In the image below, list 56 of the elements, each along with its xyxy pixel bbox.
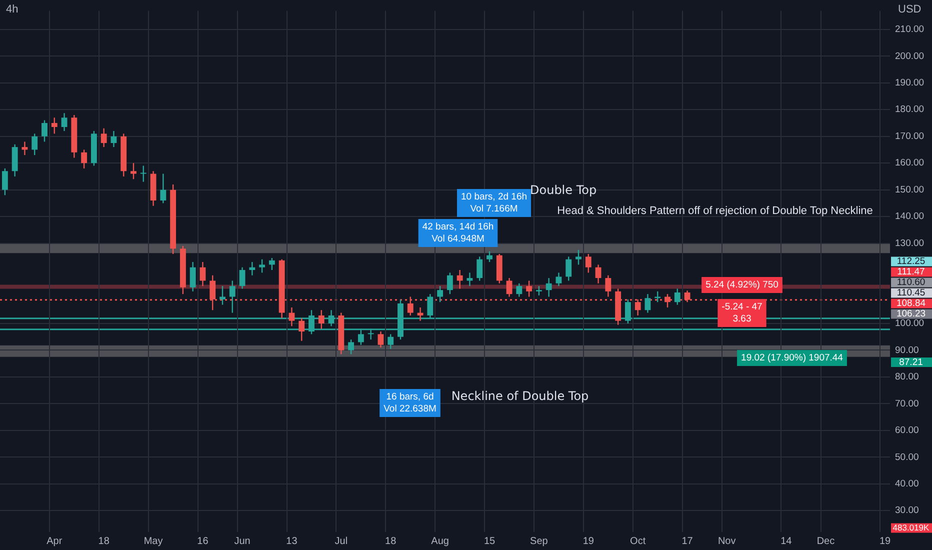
annotation: 16 bars, 6d Vol 22.638M bbox=[384, 392, 436, 415]
y-tick-label: 30.00 bbox=[895, 505, 919, 516]
candlestick bbox=[249, 262, 256, 276]
y-tick-label: 60.00 bbox=[895, 425, 919, 436]
x-tick-label: Dec bbox=[816, 536, 835, 547]
text: 110.60 bbox=[896, 277, 926, 288]
annotation: 5.24 (4.92%) 750 bbox=[706, 280, 778, 291]
y-tick-label: 140.00 bbox=[895, 211, 924, 222]
text: 483.019K bbox=[892, 522, 930, 532]
y-axis-title: USD bbox=[898, 4, 922, 16]
x-tick-label: Jun bbox=[234, 536, 250, 547]
annotation: 19.02 (17.90%) 1907.44 bbox=[741, 352, 843, 364]
x-tick-label: Aug bbox=[431, 536, 449, 547]
y-tick-label: 160.00 bbox=[895, 158, 924, 169]
x-tick-label: 19 bbox=[879, 536, 892, 547]
annotation: 42 bars, 14d 16h Vol 64.948M bbox=[422, 222, 494, 245]
x-tick-label: 17 bbox=[682, 536, 694, 547]
x-tick-label: 19 bbox=[582, 536, 594, 547]
y-tick-label: 100.00 bbox=[895, 318, 924, 330]
annotation: Head & Shoulders Pattern off of rejection of Double Top Neckline bbox=[557, 205, 873, 218]
candlestick bbox=[456, 270, 463, 289]
y-tick-label: 190.00 bbox=[895, 78, 924, 89]
y-tick-label: 80.00 bbox=[895, 372, 919, 383]
text: 106.23 bbox=[896, 308, 926, 320]
y-tick-label: 150.00 bbox=[895, 184, 924, 196]
x-tick-label: 13 bbox=[286, 536, 298, 547]
x-tick-label: 18 bbox=[98, 536, 110, 547]
text: 110.45 bbox=[896, 288, 926, 299]
x-tick-label: 16 bbox=[197, 536, 209, 547]
x-tick-label: Sep bbox=[530, 536, 548, 547]
text: 87.21 bbox=[899, 356, 923, 368]
x-tick-label: Oct bbox=[630, 536, 646, 547]
annotation: Double Top bbox=[530, 183, 597, 198]
y-tick-label: 90.00 bbox=[895, 344, 919, 356]
annotation: 10 bars, 2d 16h Vol 7.166M bbox=[460, 192, 528, 215]
y-tick-label: 170.00 bbox=[895, 130, 924, 142]
text: 111.47 bbox=[897, 266, 925, 278]
x-tick-label: 15 bbox=[484, 536, 496, 547]
annotation: Neckline of Double Top bbox=[451, 389, 589, 404]
text: 112.25 bbox=[896, 256, 926, 268]
x-tick-label: Apr bbox=[46, 536, 63, 547]
y-tick-label: 210.00 bbox=[895, 24, 924, 36]
x-tick-label: Nov bbox=[718, 536, 736, 547]
y-tick-label: 200.00 bbox=[895, 50, 924, 62]
y-tick-label: 70.00 bbox=[895, 398, 919, 410]
chart-title: 4h bbox=[6, 4, 18, 16]
x-tick-label: Jul bbox=[334, 536, 348, 547]
y-tick-label: 50.00 bbox=[895, 452, 919, 463]
y-tick-label: 130.00 bbox=[895, 238, 924, 249]
x-tick-label: May bbox=[144, 536, 163, 547]
annotation: -5.24 - 47 3.63 bbox=[722, 302, 762, 325]
text: 108.84 bbox=[896, 298, 926, 310]
y-tick-label: 40.00 bbox=[895, 478, 919, 490]
x-tick-label: 18 bbox=[385, 536, 397, 547]
y-tick-label: 180.00 bbox=[895, 104, 924, 116]
x-tick-label: 14 bbox=[780, 536, 792, 547]
